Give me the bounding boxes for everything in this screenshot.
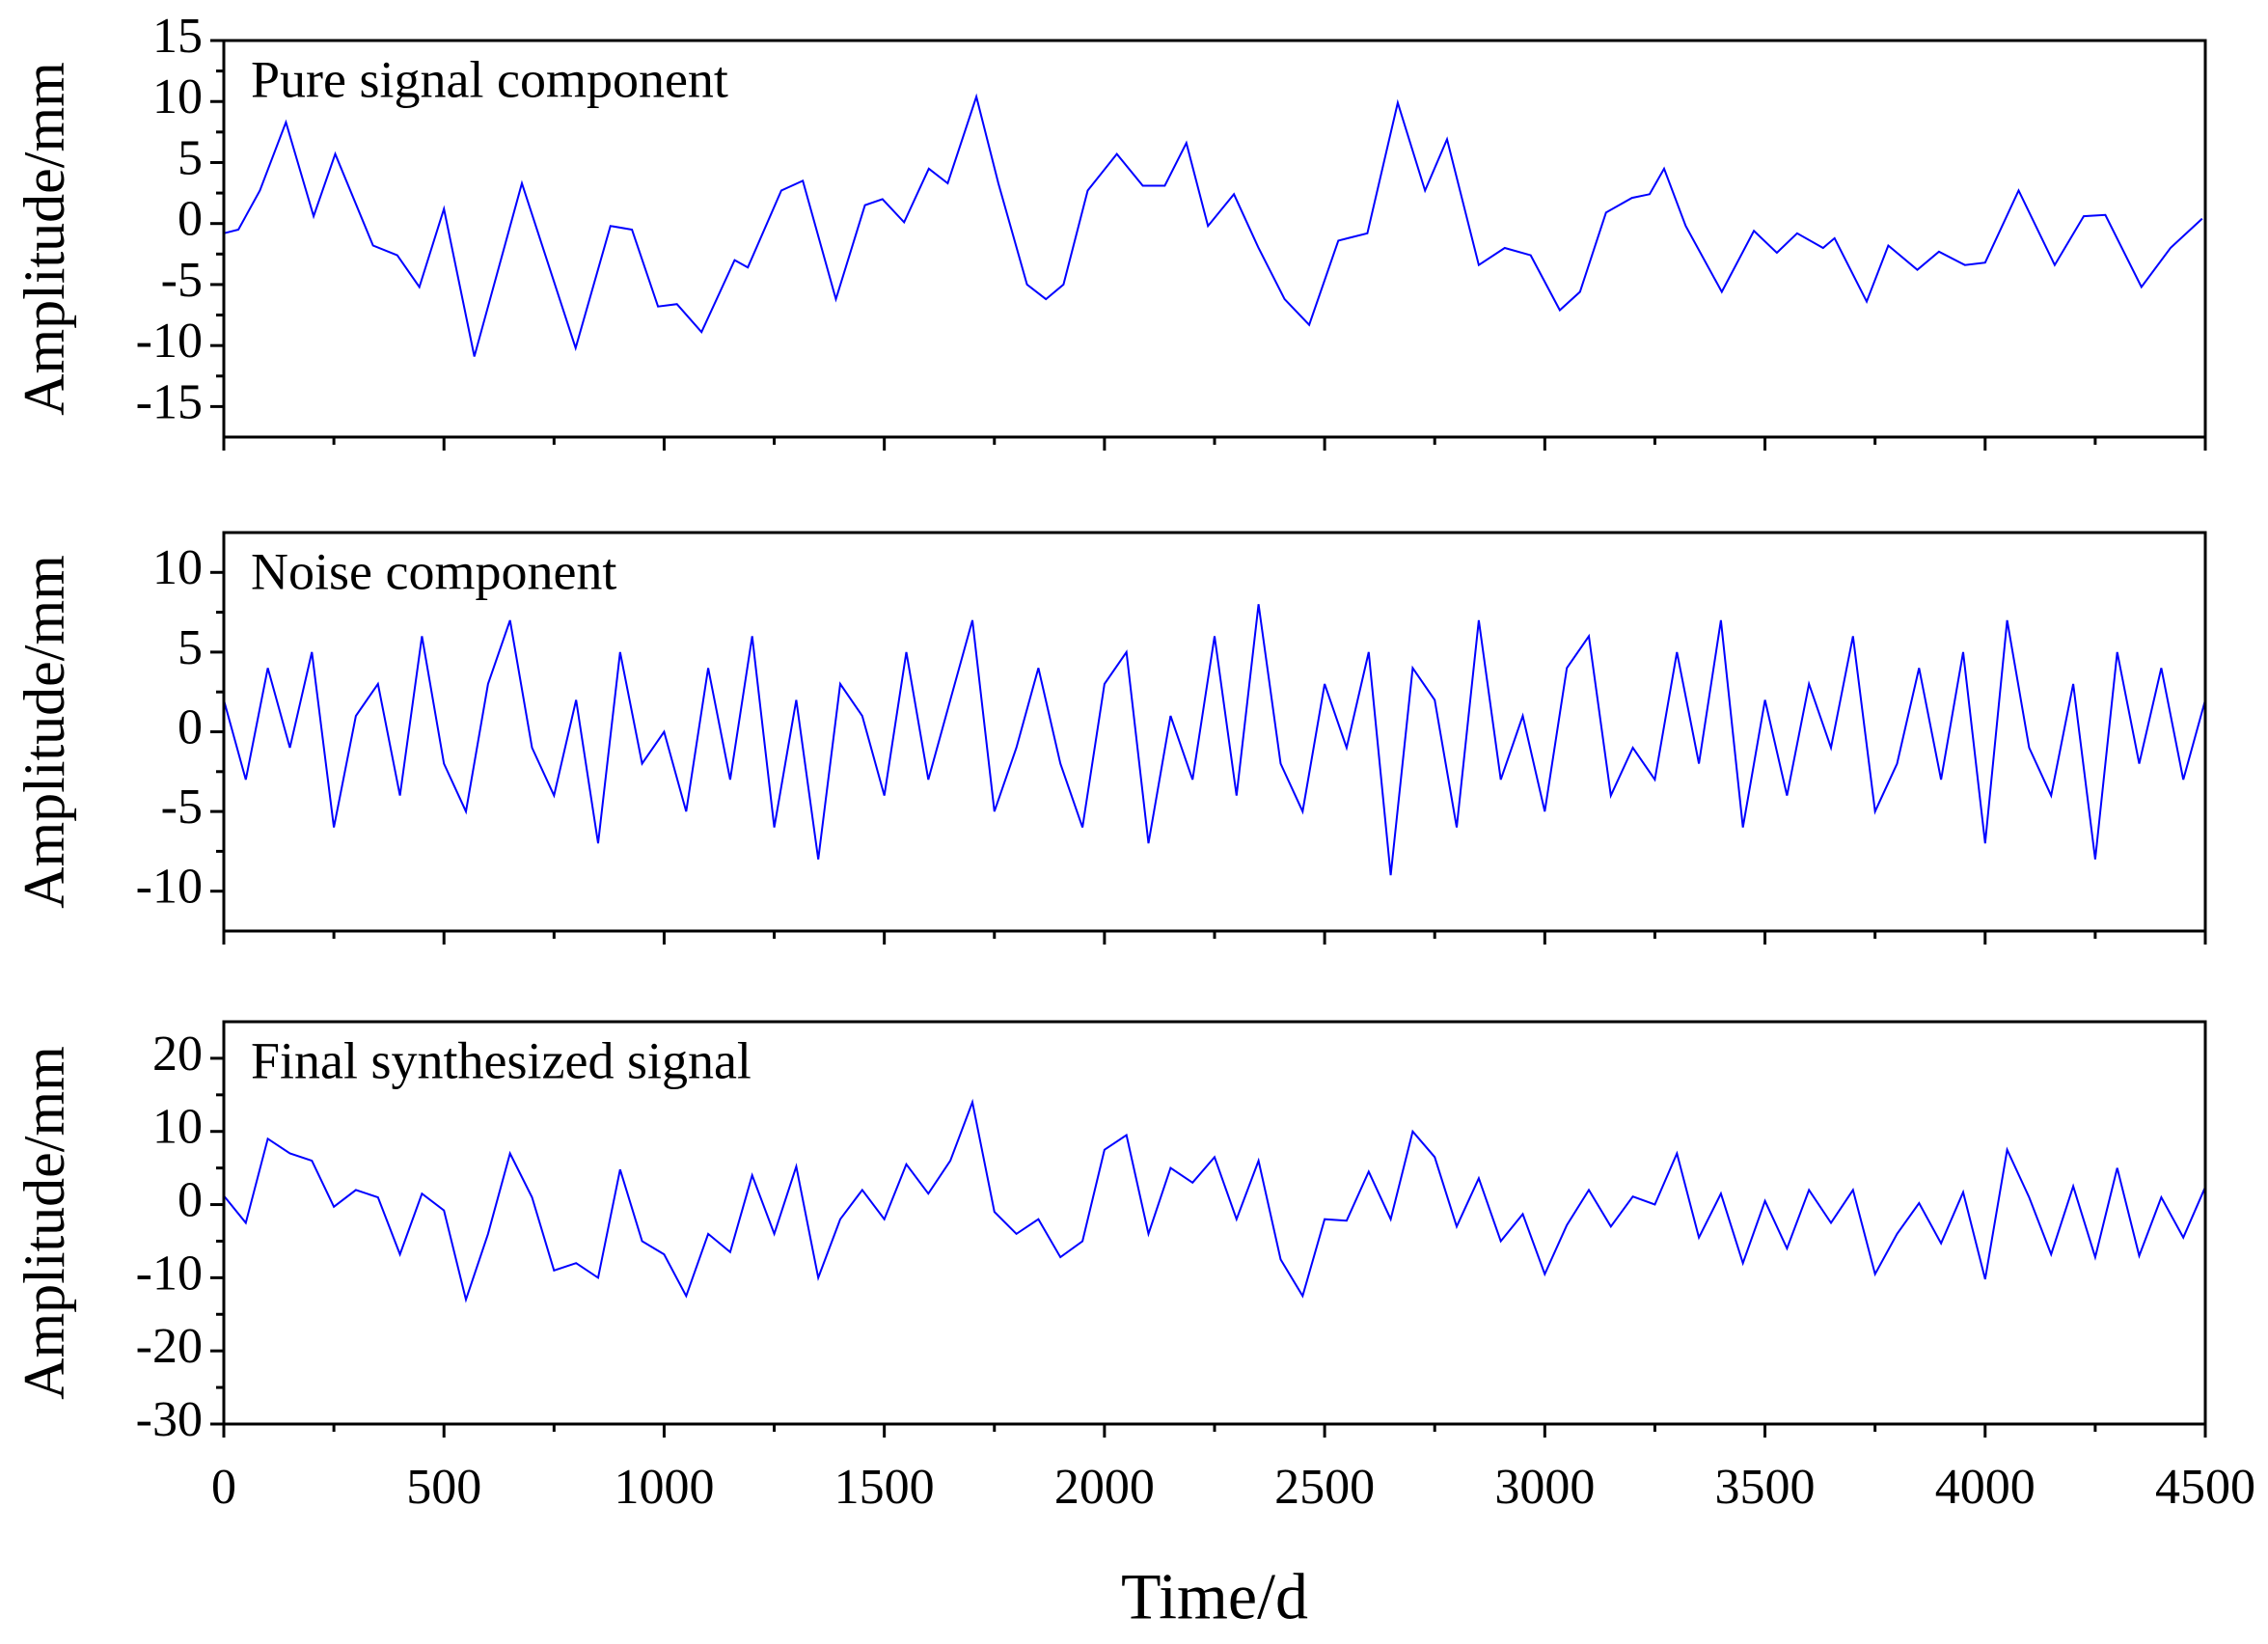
y-tick-label: -30 bbox=[136, 1392, 203, 1447]
y-tick-label: -15 bbox=[136, 374, 203, 429]
x-tick-label: 4000 bbox=[1935, 1460, 2036, 1515]
y-tick-label: 0 bbox=[178, 699, 203, 754]
annotation: Pure signal component bbox=[251, 50, 728, 108]
y-tick-label: 10 bbox=[152, 1100, 203, 1155]
y-tick-label: -10 bbox=[136, 1246, 203, 1301]
y-tick-label: 20 bbox=[152, 1027, 203, 1082]
x-tick-label: 3500 bbox=[1715, 1460, 1816, 1515]
y-tick-label: 10 bbox=[152, 540, 203, 595]
signal-line bbox=[223, 1098, 2206, 1303]
y-tick-label: -5 bbox=[161, 780, 203, 835]
y-tick-label: 5 bbox=[178, 620, 203, 675]
x-tick-label: 500 bbox=[406, 1460, 481, 1515]
y-tick-label: 5 bbox=[178, 130, 203, 185]
y-tick-label: -20 bbox=[136, 1319, 203, 1374]
x-tick-label: 3000 bbox=[1494, 1460, 1595, 1515]
signal-line bbox=[223, 604, 2206, 876]
x-tick-label: 4500 bbox=[2155, 1460, 2255, 1515]
y-axis-title: Amplitude/mm bbox=[13, 62, 76, 416]
annotation: Final synthesized signal bbox=[251, 1031, 751, 1089]
x-tick-label: 2500 bbox=[1274, 1460, 1375, 1515]
x-axis-title: Time/d bbox=[1121, 1560, 1308, 1633]
annotation: Noise component bbox=[251, 542, 616, 600]
y-tick-label: -10 bbox=[136, 860, 203, 915]
y-tick-label: -5 bbox=[161, 253, 203, 308]
y-axis-title: Amplitude/mm bbox=[13, 555, 76, 909]
x-tick-label: 1500 bbox=[834, 1460, 935, 1515]
y-tick-label: 0 bbox=[178, 192, 203, 247]
signal-line bbox=[223, 93, 2203, 357]
x-tick-label: 2000 bbox=[1054, 1460, 1155, 1515]
y-tick-label: 15 bbox=[152, 9, 203, 64]
x-tick-label: 0 bbox=[211, 1460, 236, 1515]
y-tick-label: 0 bbox=[178, 1172, 203, 1227]
x-tick-label: 1000 bbox=[614, 1460, 714, 1515]
y-tick-label: -10 bbox=[136, 314, 203, 369]
y-axis-title: Amplitude/mm bbox=[13, 1046, 76, 1400]
y-tick-label: 10 bbox=[152, 69, 203, 124]
